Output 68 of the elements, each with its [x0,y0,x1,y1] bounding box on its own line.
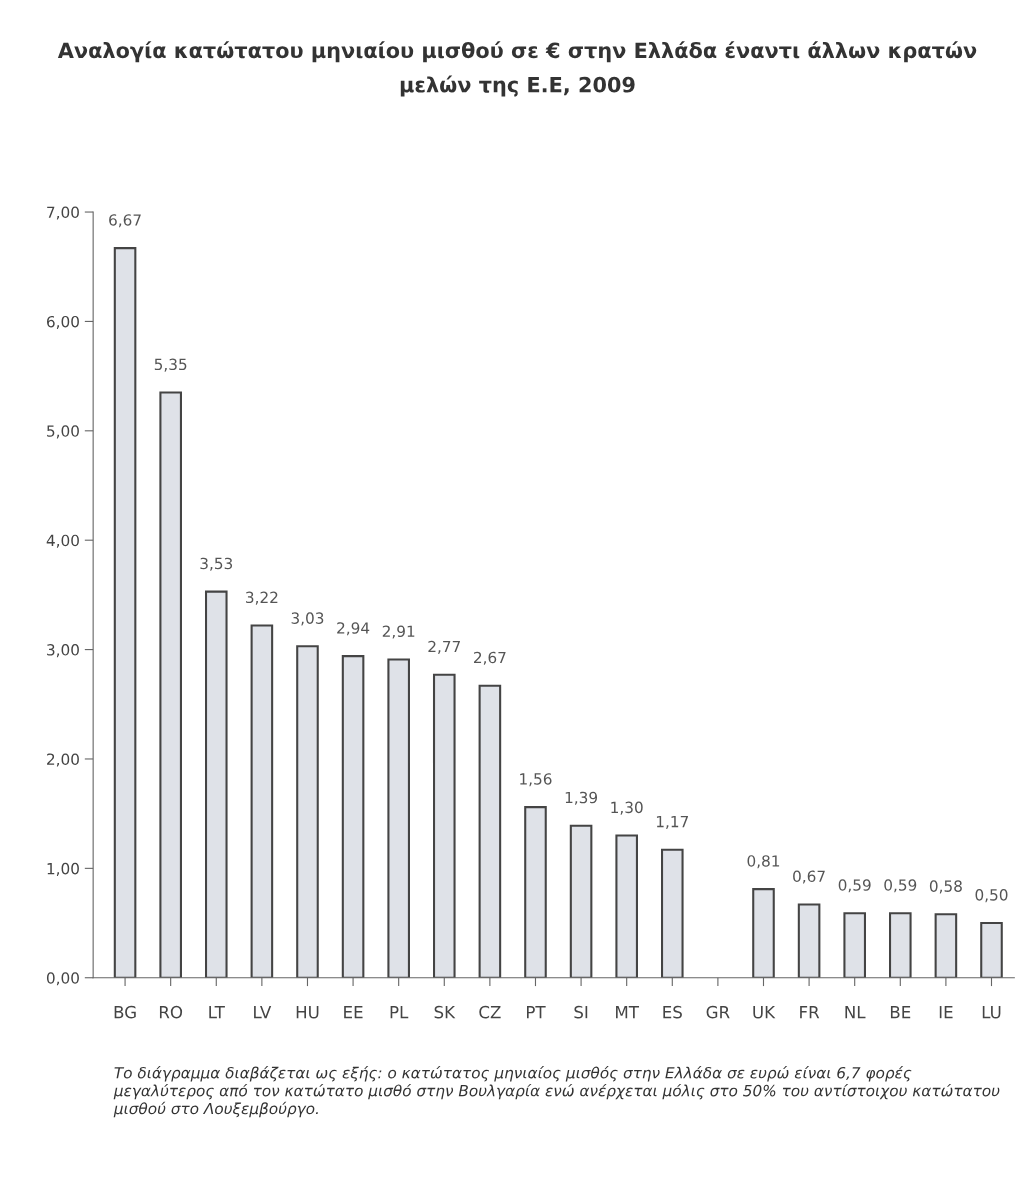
bar [204,590,228,978]
bar [660,848,684,978]
x-tick-label: SI [574,1005,588,1019]
y-tick-label: 7,00 [47,206,79,220]
data-label: 0,59 [838,879,871,893]
bar [934,913,958,978]
x-tick-label: RO [159,1005,183,1019]
bar [159,391,182,978]
data-label: 3,53 [200,557,233,571]
data-label: 0,50 [975,889,1008,903]
x-tick-label: IE [939,1006,953,1019]
bar [615,834,638,978]
data-label: 2,77 [428,640,460,654]
x-tick-label: GR [706,1005,730,1019]
data-label: 6,67 [109,214,141,228]
y-tick-label: 2,00 [47,753,79,767]
bar [113,247,137,978]
x-tick-label: SK [434,1005,456,1019]
x-tick-label: ES [663,1005,682,1019]
bar [387,658,410,978]
x-tick-label: EE [344,1006,363,1019]
data-label: 0,67 [793,870,825,884]
bar [569,824,593,978]
x-tick-label: FR [800,1006,820,1019]
bar [752,888,775,978]
x-tick-label: BE [890,1006,911,1019]
data-label: 0,58 [929,880,962,894]
y-tick-label: 5,00 [47,425,79,439]
data-label: 0,59 [884,879,917,893]
bar [478,684,502,978]
data-label: 0,81 [747,855,780,869]
y-tick-label: 3,00 [47,644,79,658]
bar [843,912,866,978]
data-label: 2,91 [382,625,415,639]
y-tick-label: 1,00 [47,862,79,876]
x-tick-label: PL [390,1006,409,1019]
data-label: 2,67 [473,651,506,665]
bar [797,903,821,978]
x-tick-label: HU [296,1006,319,1019]
x-tick-label: LV [254,1006,272,1019]
bar [341,655,365,978]
data-label: 2,94 [337,622,370,636]
x-tick-label: NL [845,1006,866,1019]
x-tick-label: MT [616,1006,640,1019]
text: Το διάγραμμα διαβάζεται ως εξής: ο κατώτατος μηνιαίος μισθός στην Ελλάδα σε ευρώ είναι 6,7 φορές μεγαλύτερος από τον κατώτατο μισθό στην Βουλγαρία ενώ ανέρχεται μόλις στο 50% του αντίστοιχου κατώτατου μισθού στο Λουξεμβούργο. [113,1066,1000,1118]
x-tick-label: LU [982,1006,1001,1019]
y-tick-label: 0,00 [46,972,79,986]
x-tick-label: PT [527,1006,546,1019]
y-tick-label: 4,00 [46,534,79,548]
bar [250,624,274,978]
data-label: 1,17 [656,816,688,829]
x-tick-label: BG [114,1005,136,1019]
data-label: 3,22 [246,591,278,605]
data-label: 1,30 [611,801,643,815]
x-tick-label: UK [753,1006,776,1019]
data-label: 5,35 [154,358,187,372]
bar [432,673,456,978]
chart-title: Αναλογία κατώτατου μηνιαίου μισθού σε € στην Ελλάδα έναντι άλλων κρατών μελών της Ε.Ε, 2009 [57,41,977,97]
data-label: 3,03 [291,612,324,626]
data-label: 1,56 [520,773,552,787]
bar [980,922,1003,978]
x-tick-label: LT [209,1006,225,1019]
y-tick-label: 6,00 [47,315,79,330]
bar [524,806,547,978]
bar [889,912,912,978]
bar [296,645,319,978]
data-label: 1,39 [565,791,598,805]
x-tick-label: CZ [479,1005,501,1019]
